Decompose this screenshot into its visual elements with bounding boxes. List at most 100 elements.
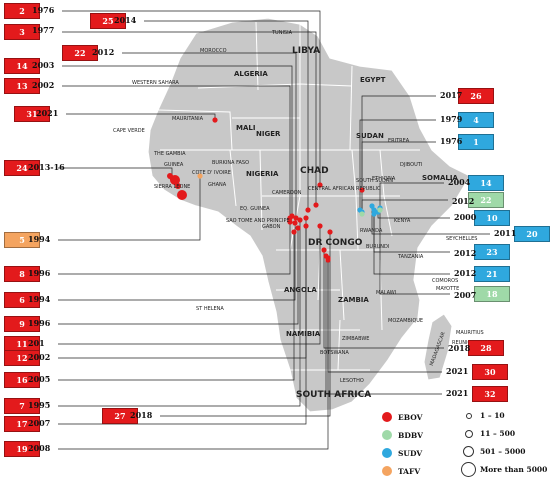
outbreak-dot (287, 215, 293, 221)
country-label: MAURITIUS (456, 330, 484, 336)
madagascar-shape (423, 313, 453, 381)
country-label: COTE D' IVOIRE (192, 170, 231, 176)
country-label: MAYOTTE (436, 286, 460, 292)
leader-line (62, 31, 317, 205)
country-label: ALGERIA (234, 70, 268, 78)
outbreak-id-box: 2 (4, 3, 40, 19)
country-label: WESTERN SAHARA (132, 80, 179, 86)
country-label: NAMIBIA (286, 330, 321, 338)
country-label: THE GAMBIA (154, 151, 186, 157)
country-label: MOROCCO (200, 48, 227, 54)
country-label: MALAWI (376, 290, 397, 296)
country-label: SOMALIA (422, 174, 458, 182)
legend-size-2-label: 11 – 500 (480, 429, 516, 438)
outbreak-id-box: 20 (514, 226, 550, 242)
outbreak-dot (317, 223, 323, 229)
outbreak-id-box: 10 (474, 210, 510, 226)
outbreak-year-label: 1995 (28, 400, 51, 410)
outbreak-year-label: 2018 (448, 343, 471, 353)
country-label: TANZANIA (398, 254, 424, 260)
leader-line (325, 256, 442, 395)
leader-line (62, 10, 321, 185)
outbreak-dot (327, 229, 333, 235)
outbreak-id-box: 25 (90, 13, 126, 29)
country-label: SIERRA LEONE (154, 184, 191, 190)
outbreak-id-box: 21 (474, 266, 510, 282)
leader-line (58, 228, 299, 325)
outbreak-dot (295, 225, 301, 231)
country-label: COMOROS (432, 278, 459, 284)
leader-line (62, 85, 291, 222)
outbreak-dot (287, 219, 293, 225)
leader-line (58, 226, 321, 345)
country-label: ANGOLA (284, 286, 317, 294)
outbreak-dot (292, 220, 298, 226)
outbreak-id-box: 18 (474, 286, 510, 302)
leader-line (58, 226, 307, 425)
outbreak-year-label: 1976 (440, 136, 463, 146)
outbreak-dot (167, 173, 173, 179)
outbreak-id-box: 22 (468, 192, 504, 208)
country-label: EQ. GUINEA (240, 206, 270, 212)
leader-line (122, 52, 297, 218)
outbreak-year-label: 2002 (32, 80, 55, 90)
country-label: ZIMBABWE (342, 336, 370, 342)
outbreak-year-label: 1996 (28, 318, 51, 328)
outbreak-dot (359, 211, 365, 217)
outbreak-year-label: 2021 (36, 108, 59, 118)
outbreak-dot (175, 183, 181, 189)
outbreak-year-label: 2013-16 (28, 162, 65, 172)
country-label: GUINEA (164, 162, 184, 168)
country-label: ST HELENA (196, 306, 224, 312)
country-label: BURKINA FASO (212, 160, 250, 166)
outbreak-id-box: 9 (4, 316, 40, 332)
outbreak-id-box: 13 (4, 78, 40, 94)
outbreak-id-box: 16 (4, 372, 40, 388)
outbreak-id-box: 19 (4, 441, 40, 457)
outbreak-id-box: 12 (4, 350, 40, 366)
outbreak-dot (323, 253, 329, 259)
outbreak-year-label: 2000 (454, 212, 477, 222)
outbreak-dot (212, 117, 218, 123)
leader-line (62, 65, 293, 216)
country-label: MOZAMBIQUE (388, 318, 424, 324)
outbreak-dot (293, 215, 299, 221)
country-label: EGYPT (360, 76, 386, 84)
country-label: SEYCHELLES (446, 236, 478, 242)
outbreak-year-label: 2017 (440, 90, 463, 100)
legend-tafv-label: TAFV (398, 467, 421, 476)
outbreak-id-box: 22 (62, 45, 98, 61)
country-label: SAO TOME AND PRINCIPE (226, 218, 290, 224)
outbreak-id-box: 5 (4, 232, 40, 248)
leader-line (58, 176, 201, 241)
outbreak-year-label: 2005 (28, 374, 51, 384)
outbreak-dot (177, 190, 187, 200)
country-label: BURUNDI (366, 244, 390, 250)
outbreak-year-label: 2011 (494, 228, 517, 238)
leader-line (323, 250, 444, 349)
country-label: ETHIOPIA (372, 176, 396, 182)
leader-line (359, 119, 436, 210)
outbreak-dot (371, 211, 377, 217)
leader-line (373, 214, 450, 275)
outbreak-year-label: 2021 (446, 366, 469, 376)
country-label: DJIBOUTI (400, 162, 423, 168)
country-label: SUDAN (356, 132, 384, 140)
outbreak-id-box: 32 (472, 386, 508, 402)
leader-line (58, 223, 296, 301)
outbreak-id-box: 14 (4, 58, 40, 74)
outbreak-dot (303, 215, 309, 221)
legend-size-1-dot (466, 413, 472, 419)
country-label: TUNISIA (272, 30, 292, 36)
outbreak-dot (325, 257, 331, 263)
legend-bdbv-dot (382, 430, 392, 440)
outbreak-id-box: 7 (4, 398, 40, 414)
outbreak-year-label: 2012 (92, 47, 115, 57)
country-label: LESOTHO (340, 378, 364, 384)
outbreak-dot (359, 187, 365, 193)
leader-line (327, 260, 442, 373)
outbreak-id-box: 24 (4, 160, 40, 176)
leader-lines (58, 10, 490, 450)
